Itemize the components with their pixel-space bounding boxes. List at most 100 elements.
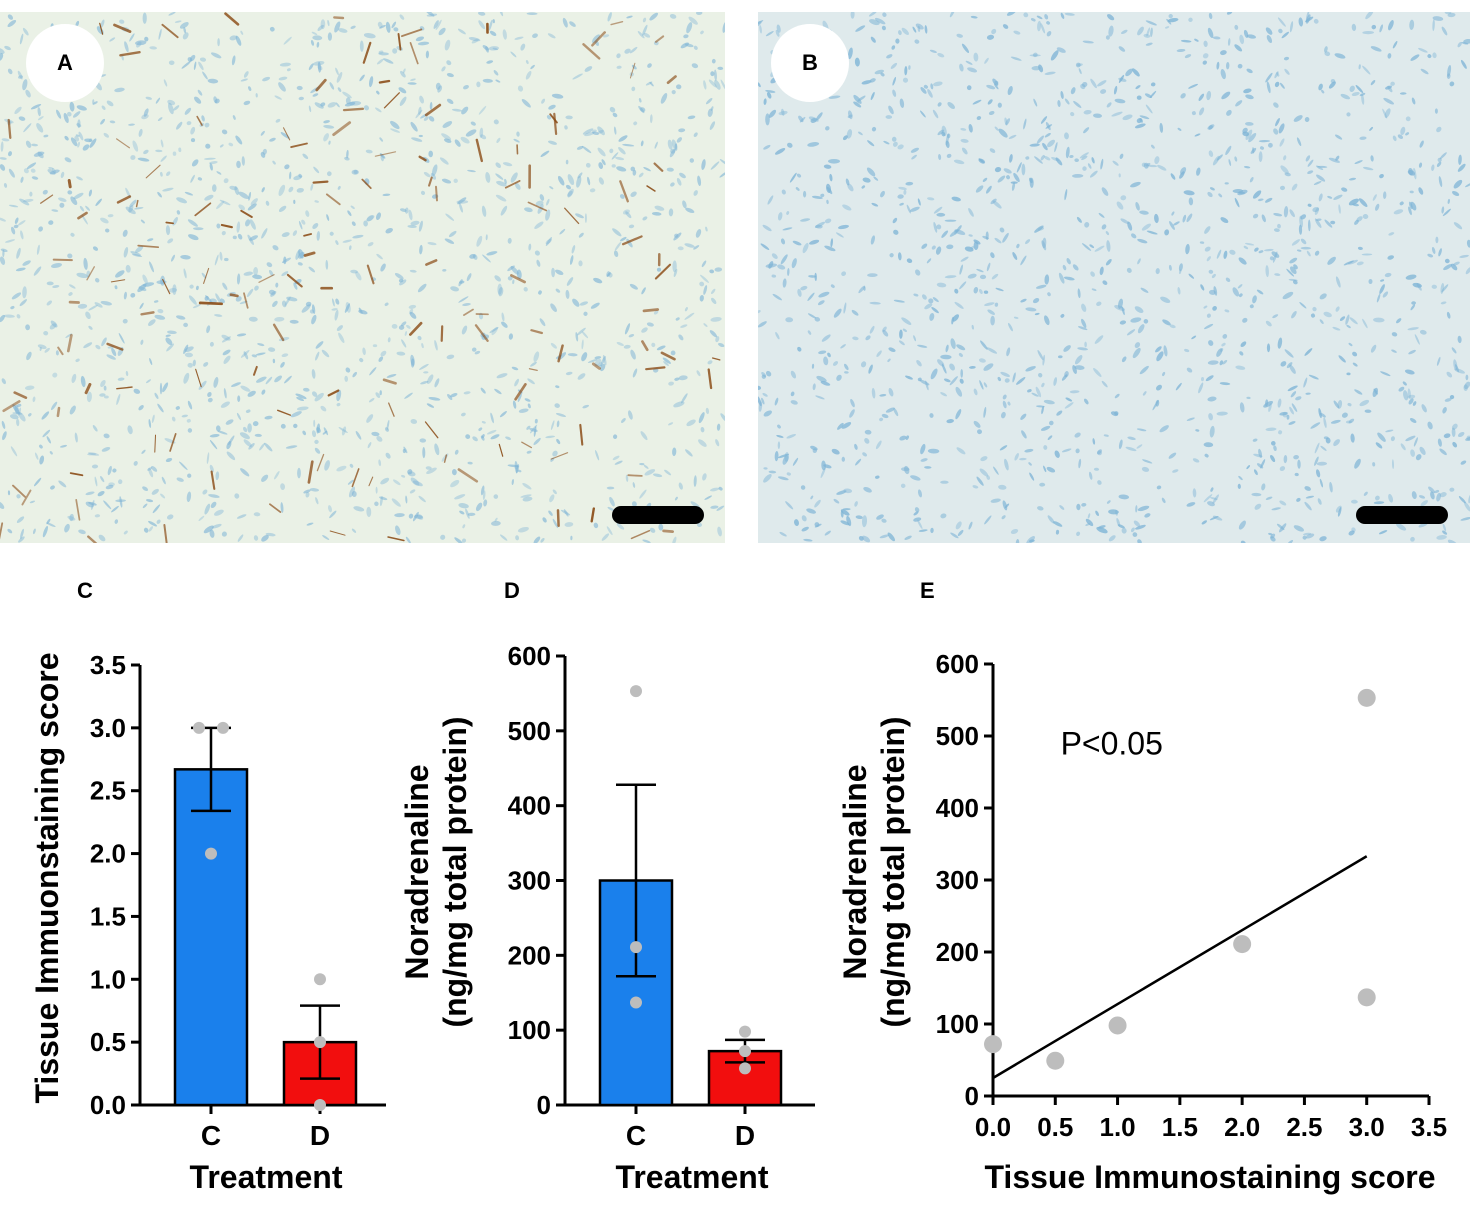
nucleus-mark bbox=[283, 375, 292, 384]
nucleus-mark bbox=[197, 89, 203, 96]
nucleus-mark bbox=[1005, 118, 1011, 126]
nucleus-mark bbox=[101, 447, 111, 452]
nucleus-mark bbox=[22, 198, 34, 203]
nucleus-mark bbox=[284, 164, 290, 170]
nucleus-mark bbox=[812, 383, 816, 391]
nucleus-mark bbox=[483, 499, 488, 507]
nucleus-mark bbox=[1150, 27, 1153, 38]
nucleus-mark bbox=[159, 382, 163, 395]
nucleus-mark bbox=[165, 457, 173, 463]
nucleus-mark bbox=[187, 400, 193, 410]
nucleus-mark bbox=[1194, 38, 1199, 42]
nucleus-mark bbox=[999, 227, 1005, 233]
nucleus-mark bbox=[264, 442, 273, 452]
nucleus-mark bbox=[1351, 499, 1358, 504]
nucleus-mark bbox=[315, 497, 319, 505]
nucleus-mark bbox=[1113, 85, 1118, 95]
nucleus-mark bbox=[1379, 173, 1384, 179]
nerve-fiber-stain bbox=[253, 365, 258, 376]
nucleus-mark bbox=[429, 102, 433, 110]
nucleus-mark bbox=[1031, 392, 1039, 397]
nucleus-mark bbox=[236, 412, 242, 421]
nucleus-mark bbox=[1062, 264, 1067, 271]
nucleus-mark bbox=[478, 12, 486, 16]
nucleus-mark bbox=[183, 322, 188, 328]
nucleus-mark bbox=[1188, 273, 1195, 279]
nucleus-mark bbox=[172, 151, 177, 156]
nucleus-mark bbox=[973, 52, 979, 62]
nucleus-mark bbox=[296, 85, 303, 91]
nucleus-mark bbox=[1047, 292, 1051, 297]
nucleus-mark bbox=[145, 96, 153, 100]
nucleus-mark bbox=[1465, 374, 1469, 381]
nucleus-mark bbox=[768, 470, 777, 474]
nucleus-mark bbox=[976, 116, 982, 120]
nucleus-mark bbox=[428, 150, 434, 158]
nucleus-mark bbox=[366, 414, 374, 423]
nucleus-mark bbox=[157, 308, 164, 314]
nucleus-mark bbox=[814, 499, 821, 508]
nucleus-mark bbox=[149, 261, 154, 273]
nucleus-mark bbox=[188, 234, 199, 241]
nucleus-mark bbox=[183, 372, 190, 384]
nucleus-mark bbox=[1419, 140, 1424, 148]
nucleus-mark bbox=[19, 299, 28, 307]
nerve-fiber-stain bbox=[303, 251, 316, 257]
nucleus-mark bbox=[1436, 356, 1441, 366]
nucleus-mark bbox=[1364, 409, 1372, 413]
nucleus-mark bbox=[1318, 83, 1323, 91]
nucleus-mark bbox=[1244, 242, 1255, 246]
nucleus-mark bbox=[1277, 337, 1283, 349]
nucleus-mark bbox=[1097, 480, 1102, 485]
nucleus-mark bbox=[176, 210, 181, 215]
nucleus-mark bbox=[510, 172, 518, 183]
nucleus-mark bbox=[1083, 109, 1092, 115]
nucleus-mark bbox=[565, 289, 570, 299]
nucleus-mark bbox=[138, 128, 143, 137]
nucleus-mark bbox=[418, 134, 423, 138]
nucleus-mark bbox=[193, 227, 204, 231]
nucleus-mark bbox=[1152, 399, 1159, 411]
nucleus-mark bbox=[1205, 375, 1214, 382]
nucleus-mark bbox=[167, 238, 174, 244]
nucleus-mark bbox=[314, 200, 319, 203]
nucleus-mark bbox=[1305, 495, 1315, 499]
nucleus-mark bbox=[684, 43, 694, 48]
nucleus-mark bbox=[125, 370, 129, 377]
nucleus-mark bbox=[1272, 251, 1278, 263]
scale-bar-b bbox=[1356, 506, 1448, 524]
nucleus-mark bbox=[1101, 224, 1107, 230]
nucleus-mark bbox=[285, 445, 298, 449]
nerve-fiber-stain bbox=[115, 138, 130, 149]
nucleus-mark bbox=[92, 99, 95, 106]
nucleus-mark bbox=[1094, 335, 1104, 344]
nucleus-mark bbox=[1431, 247, 1436, 254]
nucleus-mark bbox=[378, 459, 382, 467]
nucleus-mark bbox=[1048, 420, 1054, 426]
nucleus-mark bbox=[184, 352, 193, 358]
nucleus-mark bbox=[190, 138, 196, 143]
nucleus-mark bbox=[198, 380, 207, 390]
nucleus-mark bbox=[836, 374, 842, 381]
nucleus-mark bbox=[1234, 44, 1243, 52]
nucleus-mark bbox=[1053, 521, 1063, 527]
nucleus-mark bbox=[1155, 346, 1162, 353]
nucleus-mark bbox=[1021, 163, 1026, 176]
nucleus-mark bbox=[106, 354, 116, 360]
nucleus-mark bbox=[424, 12, 435, 17]
nucleus-mark bbox=[1358, 198, 1368, 207]
nucleus-mark bbox=[1156, 384, 1162, 391]
nucleus-mark bbox=[400, 70, 406, 78]
nucleus-mark bbox=[407, 471, 416, 477]
nucleus-mark bbox=[1039, 482, 1046, 487]
nucleus-mark bbox=[1242, 127, 1248, 134]
nucleus-mark bbox=[703, 80, 707, 90]
nucleus-mark bbox=[1119, 320, 1127, 325]
nucleus-mark bbox=[425, 466, 432, 470]
nerve-fiber-stain bbox=[329, 530, 346, 536]
nucleus-mark bbox=[705, 97, 713, 105]
nucleus-mark bbox=[375, 392, 381, 398]
nucleus-mark bbox=[1300, 246, 1312, 250]
nucleus-mark bbox=[978, 158, 986, 164]
nucleus-mark bbox=[479, 127, 484, 138]
